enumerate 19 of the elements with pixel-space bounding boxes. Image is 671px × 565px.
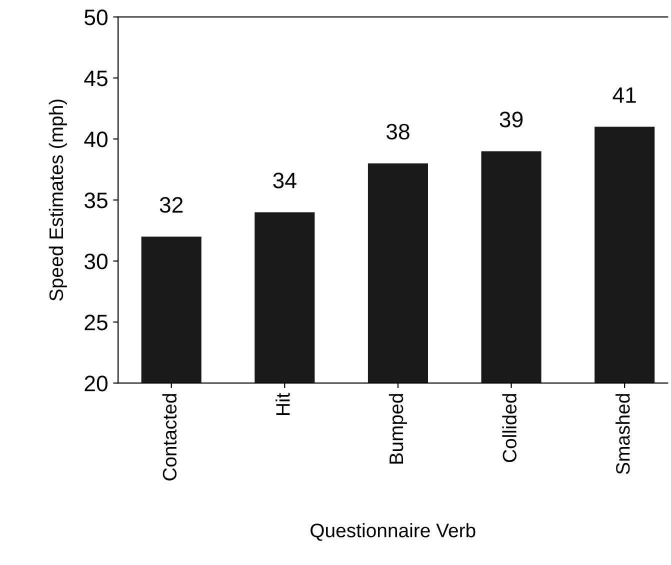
- data-label: 41: [612, 87, 636, 103]
- x-tick-label: Collided: [502, 394, 516, 462]
- data-label: 39: [500, 112, 523, 128]
- y-tick-label: 50: [84, 9, 108, 26]
- y-tick-label: 35: [84, 192, 108, 208]
- data-label: 34: [273, 172, 296, 188]
- y-tick-label: 45: [84, 70, 108, 86]
- x-tick-label: Hit: [276, 392, 290, 415]
- x-axis-title: Questionnaire Verb: [310, 523, 476, 541]
- data-label: 32: [160, 197, 183, 213]
- x-tick-label: Smashed: [616, 394, 630, 474]
- y-tick-label: 40: [84, 132, 108, 148]
- x-tick-label: Bumped: [388, 394, 408, 464]
- y-axis-title: Speed Estimates (mph): [48, 100, 67, 301]
- data-label: 38: [386, 124, 410, 140]
- x-tick-label: Contacted: [162, 394, 177, 480]
- y-tick-label: 30: [84, 254, 108, 270]
- y-tick-label: 20: [84, 376, 108, 392]
- y-tick-label: 25: [84, 314, 108, 330]
